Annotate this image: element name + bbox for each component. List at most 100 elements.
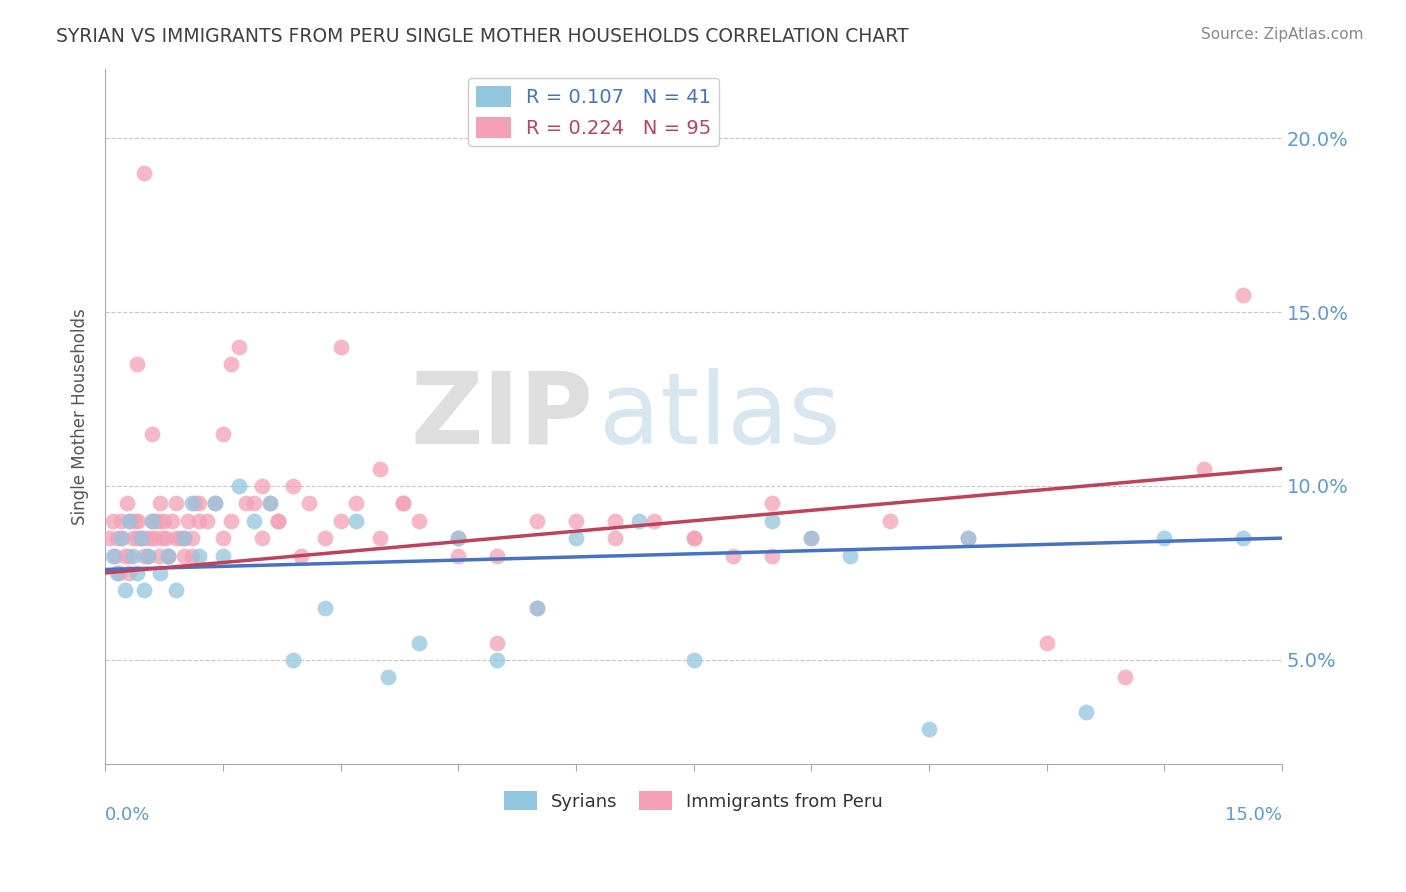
Point xyxy=(526,600,548,615)
Point xyxy=(643,514,665,528)
Point xyxy=(148,549,170,563)
Point xyxy=(110,514,132,528)
Point xyxy=(125,531,148,545)
Point xyxy=(114,549,136,563)
Point xyxy=(115,496,138,510)
Point xyxy=(1192,461,1215,475)
Point xyxy=(1232,287,1254,301)
Point xyxy=(165,583,187,598)
Point xyxy=(125,357,148,371)
Text: Source: ZipAtlas.com: Source: ZipAtlas.com xyxy=(1201,27,1364,42)
Point xyxy=(392,496,415,510)
Point xyxy=(180,496,202,510)
Point xyxy=(761,549,783,563)
Point xyxy=(149,496,172,510)
Point xyxy=(1035,635,1057,649)
Point xyxy=(486,635,509,649)
Point xyxy=(761,496,783,510)
Point xyxy=(1153,531,1175,545)
Point xyxy=(565,514,588,528)
Point xyxy=(447,531,470,545)
Point xyxy=(145,514,167,528)
Point xyxy=(447,531,470,545)
Point xyxy=(169,531,191,545)
Point xyxy=(212,549,235,563)
Point xyxy=(134,166,156,180)
Text: 15.0%: 15.0% xyxy=(1225,806,1282,824)
Point xyxy=(141,514,163,528)
Point xyxy=(486,549,509,563)
Point xyxy=(105,566,128,580)
Point xyxy=(314,531,336,545)
Point xyxy=(104,549,127,563)
Point xyxy=(149,514,172,528)
Text: 0.0%: 0.0% xyxy=(105,806,150,824)
Point xyxy=(110,531,132,545)
Point xyxy=(129,531,152,545)
Point xyxy=(721,549,744,563)
Point xyxy=(1074,705,1097,719)
Point xyxy=(267,514,290,528)
Point xyxy=(155,531,177,545)
Point xyxy=(135,531,157,545)
Point xyxy=(125,566,148,580)
Point xyxy=(129,531,152,545)
Point xyxy=(212,531,235,545)
Point xyxy=(605,531,627,545)
Point xyxy=(368,531,391,545)
Point xyxy=(957,531,980,545)
Point xyxy=(526,600,548,615)
Point xyxy=(173,531,195,545)
Point xyxy=(118,566,141,580)
Point xyxy=(139,531,162,545)
Point xyxy=(283,479,305,493)
Point xyxy=(156,549,179,563)
Point xyxy=(408,514,430,528)
Point xyxy=(105,531,128,545)
Point xyxy=(108,566,131,580)
Point xyxy=(111,531,134,545)
Point xyxy=(526,514,548,528)
Point xyxy=(121,549,143,563)
Point xyxy=(682,531,704,545)
Point xyxy=(188,496,211,510)
Point xyxy=(447,549,470,563)
Point xyxy=(98,531,121,545)
Point xyxy=(165,531,187,545)
Point xyxy=(184,496,207,510)
Point xyxy=(267,514,290,528)
Point xyxy=(156,549,179,563)
Point xyxy=(219,357,242,371)
Point xyxy=(329,514,352,528)
Point xyxy=(219,514,242,528)
Point xyxy=(839,549,862,563)
Point xyxy=(605,514,627,528)
Point xyxy=(165,496,187,510)
Point xyxy=(879,514,901,528)
Point xyxy=(173,549,195,563)
Point xyxy=(124,514,146,528)
Point xyxy=(153,514,176,528)
Point xyxy=(344,496,367,510)
Point xyxy=(138,549,160,563)
Point xyxy=(195,514,218,528)
Point xyxy=(204,496,226,510)
Point xyxy=(141,426,163,441)
Point xyxy=(250,479,273,493)
Point xyxy=(1114,670,1136,684)
Point xyxy=(259,496,281,510)
Point xyxy=(160,514,183,528)
Point xyxy=(150,531,173,545)
Point xyxy=(682,653,704,667)
Point xyxy=(188,549,211,563)
Point xyxy=(180,531,202,545)
Point xyxy=(143,531,166,545)
Point xyxy=(344,514,367,528)
Point xyxy=(329,340,352,354)
Point xyxy=(228,479,250,493)
Point xyxy=(408,635,430,649)
Point xyxy=(127,514,149,528)
Point xyxy=(212,426,235,441)
Point xyxy=(180,549,202,563)
Point xyxy=(800,531,823,545)
